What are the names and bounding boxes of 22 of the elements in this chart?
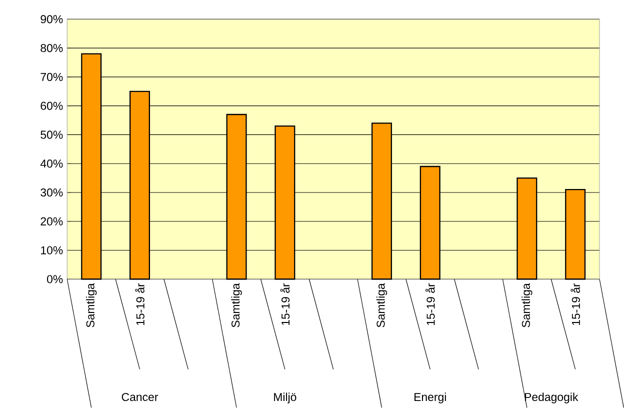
y-tick-label: 0% bbox=[47, 275, 63, 284]
x-tick-label: Samtliga bbox=[231, 283, 242, 328]
y-tick-label: 50% bbox=[40, 130, 63, 139]
x-tick-label: Samtliga bbox=[86, 283, 97, 328]
x-tick-label: Samtliga bbox=[376, 283, 388, 328]
x-tick-label: 15-19 år bbox=[135, 284, 144, 326]
text: Miljö bbox=[274, 392, 296, 404]
text: Pedagogik bbox=[524, 392, 578, 404]
y-tick-label: 40% bbox=[40, 160, 63, 168]
y-tick-label: 60% bbox=[40, 102, 63, 110]
x-tick-label: 15-19 år bbox=[570, 284, 580, 326]
y-tick-label: 30% bbox=[40, 188, 63, 197]
text: Cancer bbox=[122, 393, 158, 402]
y-tick-label: 70% bbox=[40, 73, 63, 82]
x-tick-label: Samtliga bbox=[522, 283, 532, 328]
x-tick-label: 15-19 år bbox=[280, 284, 290, 326]
y-tick-label: 20% bbox=[40, 218, 63, 226]
y-tick-label: 80% bbox=[40, 44, 63, 52]
x-tick-label: 15-19 år bbox=[425, 284, 435, 326]
text: Energi bbox=[414, 392, 446, 404]
y-tick-label: 90% bbox=[40, 15, 63, 24]
y-tick-label: 10% bbox=[41, 246, 63, 254]
